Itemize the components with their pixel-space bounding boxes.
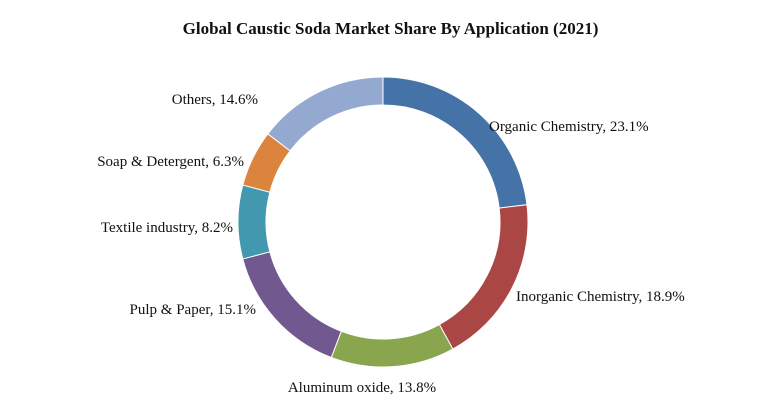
chart-title: Global Caustic Soda Market Share By Appl… [182,19,599,38]
label-pulp-and-paper: Pulp & Paper, 15.1% [130,302,256,318]
label-organic-chemistry: Organic Chemistry, 23.1% [489,119,649,135]
slice-organic-chemistry [382,76,528,209]
slice-inorganic-chemistry [438,204,529,350]
donut-slices [237,76,529,368]
label-soap-and-detergent: Soap & Detergent, 6.3% [97,154,244,170]
label-inorganic-chemistry: Inorganic Chemistry, 18.9% [516,289,685,305]
slice-pulp-and-paper [242,251,342,359]
slice-labels: Organic Chemistry, 23.1% Inorganic Chemis… [97,92,685,396]
label-others: Others, 14.6% [172,92,258,108]
label-textile-industry: Textile industry, 8.2% [101,220,233,236]
slice-textile-industry [237,184,271,260]
slice-others [267,76,384,152]
label-aluminum-oxide: Aluminum oxide, 13.8% [288,380,436,396]
slice-aluminum-oxide [330,323,454,368]
